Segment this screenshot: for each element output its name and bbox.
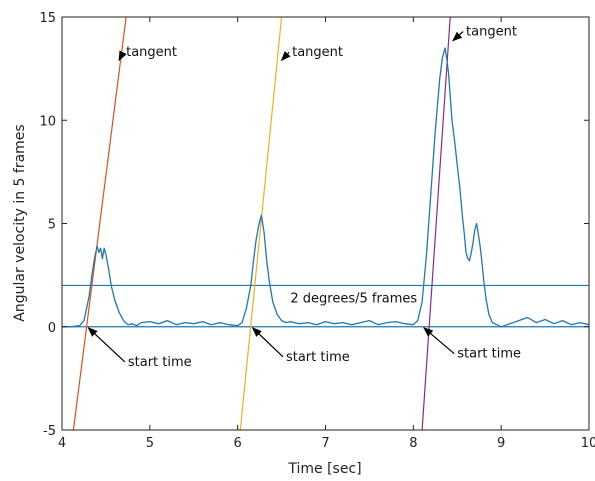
plot-content: [62, 17, 589, 430]
y-axis-label: Angular velocity in 5 frames: [12, 124, 28, 321]
x-tick-label: 4: [58, 436, 66, 451]
annotation-label-4: start time: [128, 355, 192, 370]
annotation-arrow-5: [251, 327, 284, 358]
x-tick-label: 9: [497, 436, 505, 451]
y-tick-label: 15: [39, 11, 56, 26]
x-tick-label: 7: [321, 436, 329, 451]
annotation-label-2: tangent: [292, 45, 343, 60]
y-tick-label: 10: [39, 114, 56, 129]
x-tick-label: 8: [409, 436, 417, 451]
x-tick-label: 5: [146, 436, 154, 451]
annotation-arrow-6: [423, 327, 455, 355]
annotation-label-5: start time: [286, 350, 350, 365]
annotation-label-1: tangent: [126, 45, 177, 60]
y-tick-label: 5: [48, 218, 56, 233]
annotation-arrow-4: [87, 327, 126, 363]
annotation-arrow-1: [118, 50, 127, 62]
x-tick-label: 6: [234, 436, 242, 451]
annotation-arrow-2: [280, 51, 291, 62]
annotation-label-3: tangent: [466, 25, 517, 40]
y-tick-label: 0: [48, 321, 56, 336]
threshold-label: 2 degrees/5 frames: [290, 291, 417, 306]
annotation-arrow-3: [452, 31, 464, 42]
annotations: 2 degrees/5 frames tangent tangent tangent s…: [87, 25, 521, 370]
x-tick-label: 10: [581, 436, 595, 451]
tangent-line-2: [239, 17, 283, 430]
x-axis-label: Time [sec]: [287, 461, 361, 477]
tangent-line-1: [72, 17, 127, 430]
y-tick-label: -5: [43, 424, 56, 439]
series-line-1: [62, 47, 589, 328]
tangent-line-3: [421, 17, 451, 430]
plot-area: [62, 17, 589, 430]
annotation-label-6: start time: [457, 347, 521, 362]
axes: 4 5 6 7 8 9 10 -5 0 5 10 15: [39, 11, 595, 451]
